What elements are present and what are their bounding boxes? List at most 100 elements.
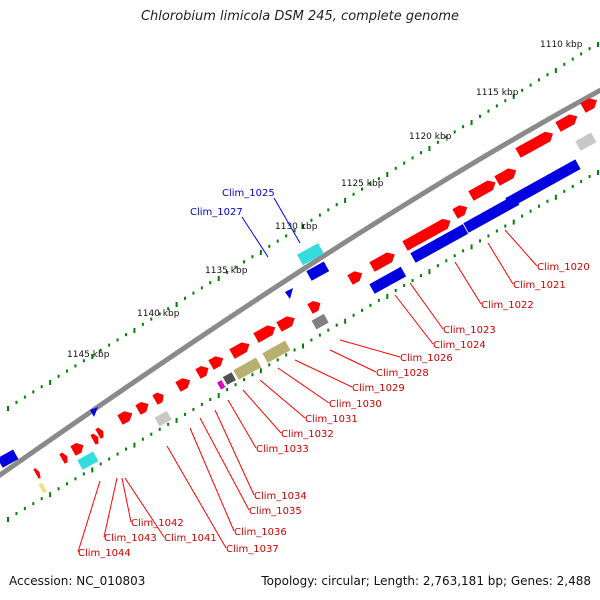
outer-tick xyxy=(487,109,490,113)
inner-tick xyxy=(571,184,574,188)
leader-line xyxy=(214,409,255,496)
gene-label-forward: Clim_1028 xyxy=(376,368,429,379)
leader-line xyxy=(294,359,353,388)
rna-feature xyxy=(77,451,99,470)
leader-line xyxy=(166,445,227,549)
forward-gene-arrow xyxy=(33,468,41,479)
outer-tick xyxy=(394,166,397,170)
forward-gene-arrow xyxy=(95,427,104,439)
outer-tick xyxy=(209,281,212,285)
outer-tick xyxy=(554,68,557,73)
leader-line xyxy=(454,261,482,305)
inner-tick xyxy=(226,388,229,392)
outer-tick xyxy=(361,187,363,191)
inner-tick xyxy=(259,368,262,374)
outer-tick xyxy=(82,359,85,363)
olive-feature xyxy=(262,340,291,363)
inner-tick xyxy=(310,338,313,342)
reverse-gene-marker xyxy=(90,407,98,417)
outer-tick xyxy=(318,213,321,217)
label-leaders xyxy=(77,197,538,553)
outer-tick xyxy=(133,328,136,333)
forward-gene-arrow xyxy=(90,433,99,445)
outer-tick xyxy=(125,333,127,337)
inner-tick xyxy=(487,234,490,238)
scale-ticks xyxy=(7,42,599,522)
leader-line xyxy=(277,367,330,404)
olive-feature xyxy=(233,357,262,380)
inner-tick xyxy=(192,407,195,411)
leader-line xyxy=(199,417,250,511)
forward-gene-arrow xyxy=(276,316,295,332)
forward-gene-arrow xyxy=(515,131,553,158)
outer-tick xyxy=(175,302,178,307)
leader-line xyxy=(329,349,377,373)
leader-line xyxy=(394,294,434,345)
light-gray-feature xyxy=(154,410,172,427)
gene-label-forward: Clim_1032 xyxy=(281,429,334,440)
forward-gene-arrow xyxy=(208,356,224,370)
inner-tick xyxy=(369,303,372,307)
inner-tick xyxy=(7,517,9,522)
gene-label-forward: Clim_1041 xyxy=(164,533,217,544)
inner-tick xyxy=(504,224,507,228)
inner-tick xyxy=(403,284,406,288)
inner-tick xyxy=(175,417,178,423)
outer-tick xyxy=(23,395,26,399)
inner-tick xyxy=(108,457,111,461)
leader-line xyxy=(241,216,269,258)
inner-tick xyxy=(91,467,94,473)
outer-tick xyxy=(411,156,414,160)
outer-tick xyxy=(251,255,254,259)
outer-tick xyxy=(302,224,304,229)
outer-tick xyxy=(588,47,591,51)
scale-label: 1120 kbp xyxy=(409,132,452,142)
inner-tick xyxy=(361,308,363,312)
outer-tick xyxy=(546,73,549,77)
gene-label-forward: Clim_1035 xyxy=(249,506,302,517)
inner-tick xyxy=(184,412,186,416)
inner-tick xyxy=(479,239,481,243)
forward-gene-arrow xyxy=(402,218,451,251)
outer-tick xyxy=(538,78,540,82)
scale-label: 1115 kbp xyxy=(476,88,519,98)
inner-tick xyxy=(546,199,549,203)
outer-tick xyxy=(57,374,60,378)
inner-tick xyxy=(377,298,380,302)
outer-tick xyxy=(504,99,507,103)
outer-tick xyxy=(49,380,52,385)
outer-tick xyxy=(436,140,439,144)
outer-tick xyxy=(66,369,68,373)
inner-tick xyxy=(285,353,288,357)
inner-tick xyxy=(445,259,448,263)
outer-tick xyxy=(167,307,170,311)
outer-tick xyxy=(108,343,111,347)
forward-gene-arrow xyxy=(494,168,517,186)
outer-tick xyxy=(563,62,566,66)
gene-label-forward: Clim_1023 xyxy=(443,325,496,336)
gene-label-forward: Clim_1042 xyxy=(131,518,184,529)
gene-label-forward: Clim_1031 xyxy=(305,414,358,425)
outer-tick xyxy=(226,270,229,274)
reverse-gene-block xyxy=(463,195,520,233)
gene-label-forward: Clim_1029 xyxy=(352,383,405,394)
inner-tick xyxy=(327,328,330,332)
inner-tick xyxy=(158,427,161,431)
outer-tick xyxy=(158,312,161,316)
scale-label: 1135 kbp xyxy=(205,266,248,276)
outer-tick xyxy=(40,385,43,389)
scale-labels: 1110 kbp 1115 kbp 1120 kbp 1125 kbp 1130 kbp… xyxy=(67,40,583,360)
outer-tick xyxy=(184,296,186,300)
outer-tick xyxy=(293,229,296,233)
gray-feature xyxy=(311,313,329,330)
inner-tick xyxy=(436,264,439,268)
outer-tick xyxy=(453,130,456,134)
gene-label-forward: Clim_1043 xyxy=(104,533,157,544)
outer-tick xyxy=(470,120,473,125)
gene-label-forward: Clim_1020 xyxy=(537,262,590,273)
forward-gene-arrow xyxy=(580,98,597,113)
forward-gene-arrow xyxy=(59,452,68,464)
outer-tick xyxy=(259,250,262,255)
outer-tick xyxy=(352,192,355,196)
inner-tick xyxy=(563,189,566,193)
